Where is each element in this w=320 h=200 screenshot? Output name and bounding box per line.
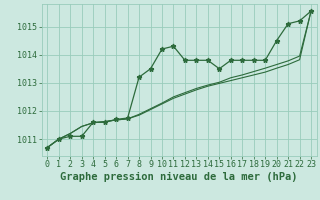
X-axis label: Graphe pression niveau de la mer (hPa): Graphe pression niveau de la mer (hPa): [60, 172, 298, 182]
